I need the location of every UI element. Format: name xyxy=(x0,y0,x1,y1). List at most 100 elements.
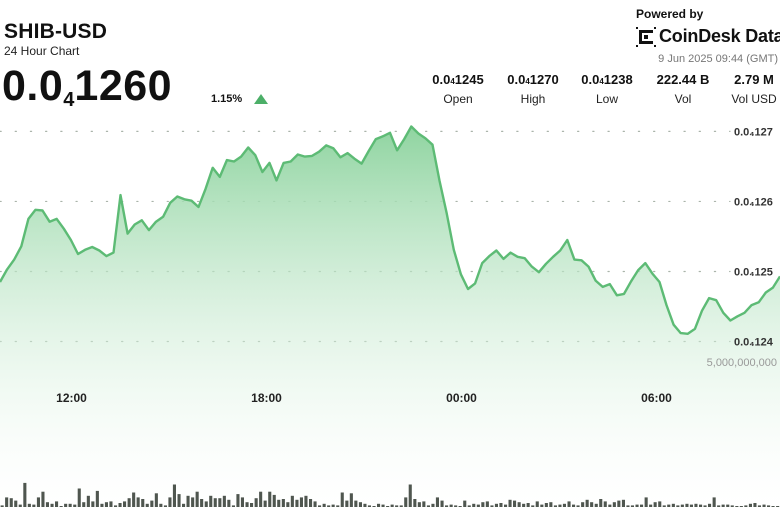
stat-open: 0.041245 Open xyxy=(428,72,488,106)
volume-bar xyxy=(435,497,439,507)
volume-bar xyxy=(231,505,235,507)
volume-bar xyxy=(55,501,59,507)
volume-bar xyxy=(658,501,662,507)
volume-bar xyxy=(635,504,639,507)
volume-bar xyxy=(154,493,158,507)
volume-bar xyxy=(73,504,77,507)
volume-bar xyxy=(377,503,381,507)
stat-open-value: 0.041245 xyxy=(432,72,484,87)
time-tick-label: 06:00 xyxy=(641,391,672,405)
volume-bar xyxy=(680,504,684,507)
volume-bar xyxy=(649,504,653,507)
volume-bar xyxy=(95,490,99,507)
volume-bar xyxy=(653,502,657,507)
price-tick-label: 0.0₄124 xyxy=(734,336,774,348)
volume-bar xyxy=(572,504,576,507)
volume-bar xyxy=(240,497,244,507)
volume-bar xyxy=(277,499,281,507)
brand-name: CoinDesk Data xyxy=(659,26,780,46)
volume-bar xyxy=(367,505,371,507)
volume-bar xyxy=(127,498,131,507)
volume-bar xyxy=(395,505,399,507)
volume-bar xyxy=(431,503,435,507)
volume-bar xyxy=(41,491,45,507)
volume-bar xyxy=(14,500,18,507)
volume-bar xyxy=(685,503,689,507)
volume-tick-label: 5,000,000,000 xyxy=(707,357,777,369)
volume-bar xyxy=(699,504,703,507)
stat-vol-label: Vol xyxy=(674,92,692,106)
symbol-title: SHIB-USD xyxy=(4,20,108,43)
volume-bar xyxy=(50,503,54,507)
volume-bar xyxy=(558,504,562,507)
volume-bar xyxy=(445,505,449,507)
axis-labels: 0.0₄127 0.0₄126 0.0₄125 0.0₄124 5,000,000,00… xyxy=(56,126,777,405)
volume-bar xyxy=(463,500,467,507)
volume-bar xyxy=(585,499,589,507)
volume-bar xyxy=(118,503,122,507)
volume-bar xyxy=(204,501,208,507)
volume-bar xyxy=(77,488,81,507)
volume-bar xyxy=(36,497,40,507)
volume-bar xyxy=(263,500,267,507)
powered-by-label: Powered by xyxy=(636,7,704,21)
volume-bar xyxy=(168,497,172,507)
timestamp: 9 Jun 2025 09:44 (GMT) xyxy=(658,53,778,65)
coindesk-logo-icon xyxy=(636,27,656,47)
volume-bar xyxy=(748,503,752,507)
stat-high-label: High xyxy=(520,92,546,106)
volume-bar xyxy=(494,503,498,507)
volume-bar xyxy=(381,504,385,507)
volume-bars xyxy=(0,482,780,507)
volume-bar xyxy=(422,501,426,507)
volume-bar xyxy=(621,499,625,507)
volume-bar xyxy=(472,503,476,507)
volume-bar xyxy=(617,500,621,507)
volume-bar xyxy=(91,501,95,507)
volume-bar xyxy=(163,505,167,507)
volume-bar xyxy=(553,505,557,507)
volume-bar xyxy=(159,503,163,507)
volume-bar xyxy=(599,499,603,507)
volume-bar xyxy=(345,500,349,507)
volume-bar xyxy=(390,504,394,507)
stat-open-label: Open xyxy=(443,92,473,106)
volume-bar xyxy=(213,498,217,507)
volume-bar xyxy=(562,503,566,507)
volume-bar xyxy=(82,502,86,507)
price-area-fill xyxy=(0,126,780,507)
volume-bar xyxy=(717,505,721,507)
volume-bar xyxy=(712,497,716,507)
volume-bar xyxy=(626,505,630,507)
volume-bar xyxy=(630,505,634,507)
volume-bar xyxy=(340,492,344,507)
time-tick-label: 00:00 xyxy=(446,391,477,405)
price-change: 1.15% xyxy=(211,93,243,105)
time-tick-label: 18:00 xyxy=(251,391,282,405)
volume-bar xyxy=(109,501,113,507)
volume-bar xyxy=(68,503,72,507)
volume-bar xyxy=(363,503,367,507)
volume-bar xyxy=(590,502,594,507)
volume-bar xyxy=(440,500,444,507)
volume-bar xyxy=(32,504,36,507)
volume-bar xyxy=(517,502,521,507)
volume-bar xyxy=(268,491,272,507)
stat-vol-usd-label: Vol USD xyxy=(731,92,777,106)
volume-bar xyxy=(114,505,118,507)
volume-bar xyxy=(485,501,489,507)
price-tick-label: 0.0₄126 xyxy=(734,196,773,208)
volume-bar xyxy=(254,498,258,507)
volume-bar xyxy=(145,503,149,507)
volume-bar xyxy=(209,495,213,507)
up-triangle-icon xyxy=(254,94,268,104)
volume-bar xyxy=(744,505,748,507)
volume-bar xyxy=(322,503,326,507)
volume-bar xyxy=(526,503,530,507)
volume-bar xyxy=(281,499,285,507)
price-line xyxy=(0,125,780,335)
volume-bar xyxy=(399,505,403,507)
stat-vol-usd: 2.79 M Vol USD xyxy=(728,72,780,106)
volume-bar xyxy=(467,505,471,507)
volume-bar xyxy=(762,504,766,507)
